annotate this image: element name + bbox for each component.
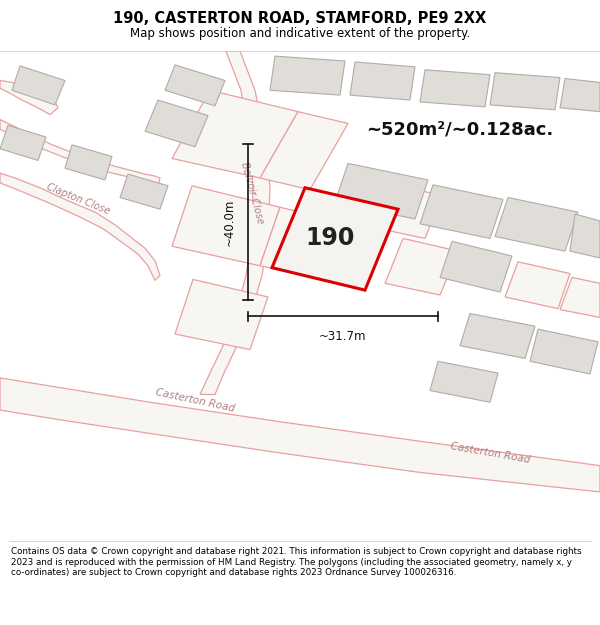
Text: ~40.0m: ~40.0m [223, 198, 236, 246]
Polygon shape [0, 119, 160, 186]
Polygon shape [0, 378, 600, 492]
Polygon shape [560, 278, 600, 318]
Polygon shape [530, 329, 598, 374]
Text: Clapton Close: Clapton Close [45, 182, 111, 217]
Text: 190: 190 [305, 226, 355, 251]
Polygon shape [145, 100, 208, 147]
Polygon shape [172, 90, 298, 178]
Text: 190, CASTERTON ROAD, STAMFORD, PE9 2XX: 190, CASTERTON ROAD, STAMFORD, PE9 2XX [113, 11, 487, 26]
Polygon shape [420, 70, 490, 107]
Polygon shape [490, 72, 560, 110]
Polygon shape [570, 214, 600, 258]
Text: Casterton Road: Casterton Road [449, 441, 530, 465]
Text: Casterton Road: Casterton Road [154, 387, 236, 414]
Polygon shape [430, 361, 498, 403]
Polygon shape [175, 279, 268, 349]
Text: Contains OS data © Crown copyright and database right 2021. This information is : Contains OS data © Crown copyright and d… [11, 548, 581, 577]
Polygon shape [420, 185, 503, 239]
Polygon shape [172, 186, 280, 266]
Polygon shape [308, 219, 380, 288]
Polygon shape [0, 126, 46, 161]
Polygon shape [335, 163, 428, 219]
Polygon shape [270, 56, 345, 95]
Polygon shape [260, 208, 328, 276]
Text: Belvoir Close: Belvoir Close [239, 161, 265, 225]
Polygon shape [120, 174, 168, 209]
Polygon shape [65, 145, 112, 180]
Polygon shape [560, 79, 600, 112]
Text: ~520m²/~0.128ac.: ~520m²/~0.128ac. [367, 120, 554, 138]
Polygon shape [165, 65, 225, 106]
Polygon shape [0, 81, 58, 114]
Polygon shape [260, 112, 348, 190]
Text: ~31.7m: ~31.7m [319, 330, 367, 343]
Polygon shape [385, 239, 458, 295]
Polygon shape [0, 173, 160, 281]
Text: Map shows position and indicative extent of the property.: Map shows position and indicative extent… [130, 27, 470, 40]
Polygon shape [12, 66, 65, 105]
Polygon shape [200, 51, 270, 394]
Polygon shape [505, 262, 570, 309]
Polygon shape [440, 241, 512, 292]
Polygon shape [495, 198, 578, 251]
Polygon shape [272, 188, 398, 290]
Polygon shape [370, 183, 442, 239]
Polygon shape [460, 314, 535, 358]
Polygon shape [350, 62, 415, 100]
